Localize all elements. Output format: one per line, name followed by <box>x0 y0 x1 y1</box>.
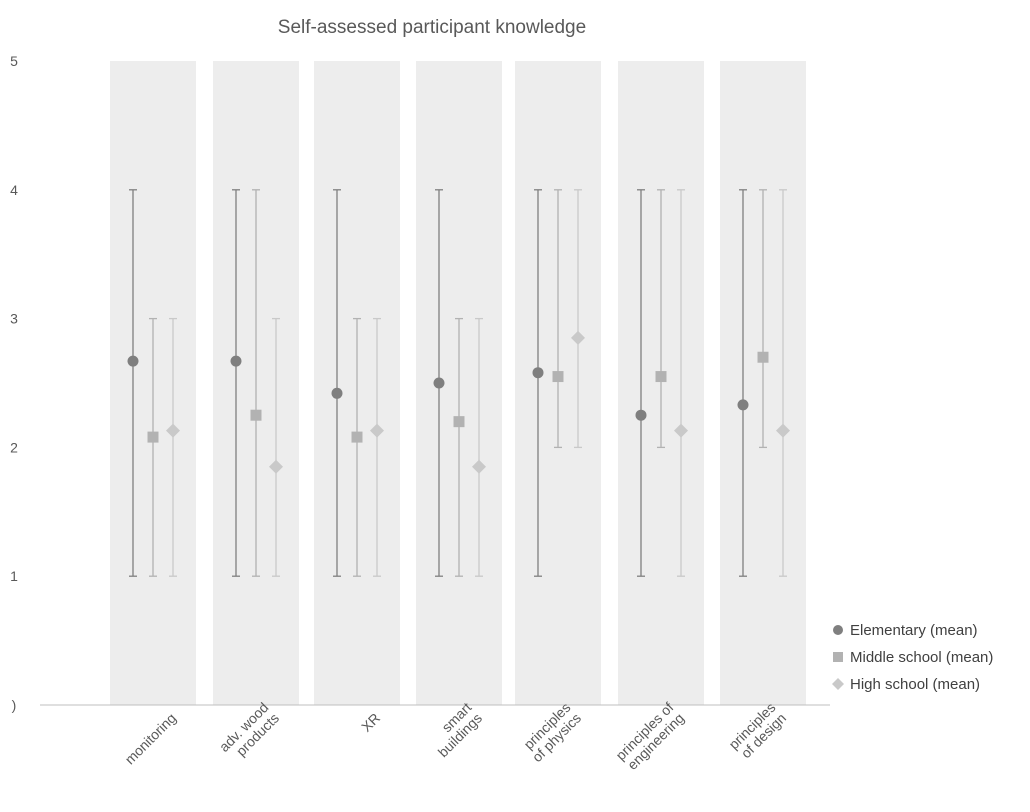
legend-label: Elementary (mean) <box>850 622 978 639</box>
legend-item: High school (mean) <box>832 676 980 693</box>
error-bar <box>373 317 381 577</box>
marker-middle-school <box>453 416 465 428</box>
category-label-line: XR <box>358 710 383 735</box>
y-tick-label: ) <box>12 697 17 713</box>
marker-elementary <box>230 355 242 367</box>
error-bar <box>475 317 483 577</box>
marker-middle-school <box>351 431 363 443</box>
legend-circle-icon <box>833 625 843 635</box>
legend: Elementary (mean) Middle school (mean) Hig… <box>832 622 993 693</box>
error-bar <box>657 189 665 449</box>
marker-elementary <box>433 377 445 389</box>
legend-label: High school (mean) <box>850 676 980 693</box>
marker-elementary <box>532 367 544 379</box>
y-tick-label: 5 <box>10 53 18 69</box>
error-bar <box>252 189 260 577</box>
error-bar <box>455 317 463 577</box>
marker-middle-school <box>147 431 159 443</box>
category-bands <box>110 61 806 705</box>
error-bar <box>232 189 240 577</box>
error-bar <box>534 189 542 577</box>
marker-high-school <box>674 423 688 438</box>
error-bar <box>739 189 747 577</box>
marker-high-school <box>776 423 790 438</box>
legend-label: Middle school (mean) <box>850 649 993 666</box>
marker-elementary <box>635 409 647 421</box>
data-markers <box>127 330 790 474</box>
error-bar <box>129 189 137 577</box>
chart-title: Self-assessed participant knowledge <box>278 17 586 38</box>
y-tick-label: 2 <box>10 439 18 455</box>
legend-diamond-icon <box>832 678 844 690</box>
marker-high-school <box>370 423 384 438</box>
error-bars <box>129 189 787 577</box>
marker-high-school <box>166 423 180 438</box>
marker-elementary <box>127 355 139 367</box>
legend-item: Middle school (mean) <box>833 649 993 666</box>
error-bar <box>169 317 177 577</box>
error-bar <box>574 189 582 449</box>
error-bar <box>353 317 361 577</box>
y-tick-labels: ) 1 2 3 4 5 <box>10 53 18 713</box>
error-bar <box>272 317 280 577</box>
error-bar <box>554 189 562 449</box>
error-bar <box>677 189 685 577</box>
category-label: monitoring <box>122 710 180 768</box>
marker-elementary <box>737 399 749 411</box>
marker-middle-school <box>552 371 564 383</box>
y-tick-label: 4 <box>10 182 18 198</box>
error-bar <box>637 189 645 577</box>
error-bar <box>759 189 767 449</box>
marker-elementary <box>331 387 343 399</box>
y-tick-label: 1 <box>10 568 18 584</box>
category-label-line: monitoring <box>122 710 180 768</box>
legend-square-icon <box>833 652 843 662</box>
marker-high-school <box>571 330 585 345</box>
error-bar <box>779 189 787 577</box>
marker-high-school <box>269 459 283 474</box>
y-tick-label: 3 <box>10 311 18 327</box>
category-label: XR <box>358 710 383 735</box>
marker-high-school <box>472 459 486 474</box>
error-bar <box>149 317 157 577</box>
marker-middle-school <box>757 351 769 363</box>
error-bar <box>333 189 341 577</box>
marker-middle-school <box>250 409 262 421</box>
marker-middle-school <box>655 371 667 383</box>
legend-item: Elementary (mean) <box>833 622 978 639</box>
